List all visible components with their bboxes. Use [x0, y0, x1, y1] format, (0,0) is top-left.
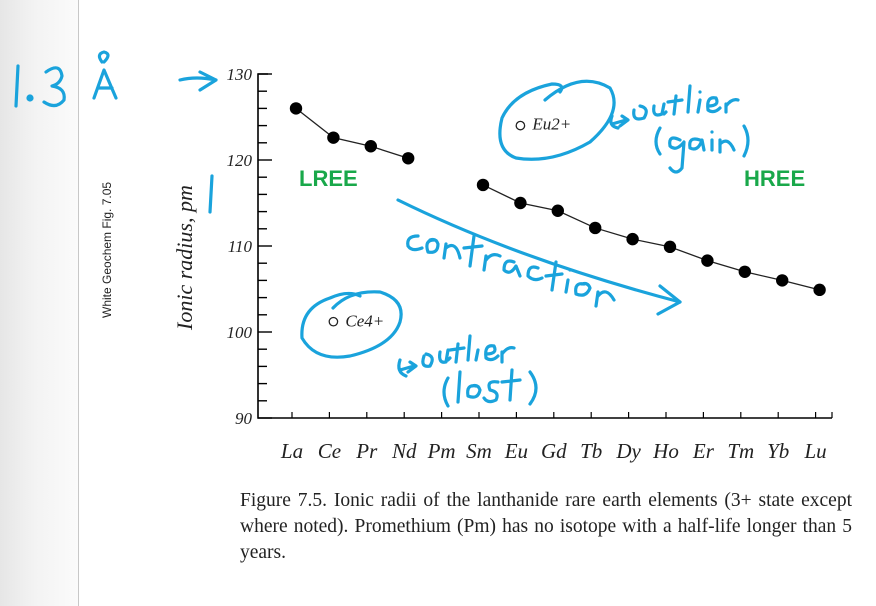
data-point	[551, 204, 564, 217]
y-tick-label: 110	[228, 237, 253, 256]
lree-label: LREE	[299, 166, 358, 191]
data-point	[589, 221, 602, 235]
data-point	[701, 254, 714, 267]
x-tick-label: Er	[692, 439, 715, 463]
annotation-labels: Eu2+ Ce4+ LREE HREE	[299, 115, 805, 331]
data-point	[289, 102, 303, 115]
x-tick-label: Pr	[355, 439, 378, 463]
x-tick-label: Ho	[652, 439, 679, 463]
data-point	[738, 265, 751, 278]
data-point	[476, 178, 490, 192]
x-tick-label: Ce	[318, 439, 341, 463]
x-tick-label: Nd	[391, 439, 417, 463]
data-point	[515, 120, 526, 131]
data-series	[289, 102, 826, 327]
data-point	[813, 283, 826, 297]
eu2-label: Eu2+	[531, 115, 571, 134]
data-point	[402, 152, 415, 165]
x-tick-label: Dy	[615, 439, 641, 463]
handwritten-annotations	[14, 50, 750, 408]
y-tick-label: 120	[227, 151, 253, 170]
figure-caption: Figure 7.5. Ionic radii of the lanthanid…	[240, 490, 852, 563]
data-point	[663, 240, 677, 254]
data-point	[364, 140, 377, 153]
x-tick-label: Tm	[727, 439, 754, 463]
data-point	[514, 196, 527, 210]
ce4-label: Ce4+	[345, 312, 384, 331]
x-tick-label: Sm	[466, 439, 492, 463]
gutter-divider	[78, 0, 79, 606]
data-point	[626, 232, 639, 246]
hree-label: HREE	[744, 166, 805, 191]
x-tick-label: Gd	[541, 439, 567, 463]
x-tick-label: Lu	[804, 439, 827, 463]
x-tick-label: Tb	[580, 439, 602, 463]
data-point	[327, 131, 340, 144]
data-point	[776, 274, 789, 287]
x-tick-label: Pm	[427, 439, 456, 463]
y-tick-label: 100	[227, 323, 253, 342]
x-tick-label: La	[280, 439, 303, 463]
y-tick-label: 130	[227, 65, 253, 84]
x-tick-label: Eu	[504, 439, 528, 463]
x-tick-label: Yb	[767, 439, 789, 463]
data-point	[328, 316, 339, 327]
y-tick-label: 90	[235, 409, 253, 428]
axis-ticks: 90 100 110 120 130 La Ce Pr Nd Pm Sm Eu Gd Tb Dy Ho Er Tm…	[227, 65, 833, 463]
